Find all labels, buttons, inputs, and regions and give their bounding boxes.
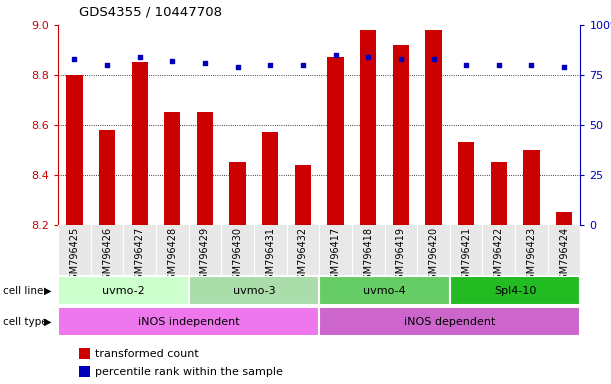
Point — [559, 64, 569, 70]
Point — [200, 60, 210, 66]
Point — [331, 52, 340, 58]
Bar — [66, 75, 82, 225]
Point — [461, 62, 471, 68]
Bar — [320, 276, 450, 305]
Point — [396, 56, 406, 62]
Bar — [556, 212, 573, 225]
Text: GDS4355 / 10447708: GDS4355 / 10447708 — [79, 6, 222, 19]
Text: cell type: cell type — [3, 317, 48, 327]
Bar — [327, 58, 344, 225]
Text: GSM796429: GSM796429 — [200, 227, 210, 286]
Bar — [197, 112, 213, 225]
Point — [233, 64, 243, 70]
Text: cell line: cell line — [3, 286, 43, 296]
Text: Spl4-10: Spl4-10 — [494, 286, 536, 296]
Text: iNOS independent: iNOS independent — [138, 316, 240, 327]
Bar — [491, 162, 507, 225]
Text: GSM796419: GSM796419 — [396, 227, 406, 286]
Bar — [523, 150, 540, 225]
Text: uvmo-3: uvmo-3 — [233, 286, 276, 296]
Bar — [99, 130, 115, 225]
Text: ▶: ▶ — [44, 317, 51, 327]
Point — [135, 54, 145, 60]
Bar — [131, 62, 148, 225]
Text: percentile rank within the sample: percentile rank within the sample — [95, 367, 282, 377]
Text: GSM796420: GSM796420 — [428, 227, 439, 286]
Text: GSM796426: GSM796426 — [102, 227, 112, 286]
Bar — [295, 165, 311, 225]
Bar — [458, 142, 474, 225]
Point — [494, 62, 503, 68]
Text: iNOS dependent: iNOS dependent — [404, 316, 496, 327]
Text: GSM796424: GSM796424 — [559, 227, 569, 286]
Bar — [320, 307, 580, 336]
Bar — [58, 276, 189, 305]
Point — [70, 56, 79, 62]
Bar — [164, 112, 180, 225]
Text: GSM796417: GSM796417 — [331, 227, 340, 286]
Text: GSM796432: GSM796432 — [298, 227, 308, 286]
Text: GSM796423: GSM796423 — [527, 227, 536, 286]
Bar — [58, 307, 320, 336]
Text: GSM796422: GSM796422 — [494, 227, 504, 286]
Point — [265, 62, 275, 68]
Text: GSM796425: GSM796425 — [70, 227, 79, 286]
Text: ▶: ▶ — [44, 286, 51, 296]
Bar — [360, 30, 376, 225]
Bar — [189, 276, 320, 305]
Point — [102, 62, 112, 68]
Bar — [393, 45, 409, 225]
Text: GSM796431: GSM796431 — [265, 227, 276, 286]
Text: uvmo-4: uvmo-4 — [363, 286, 406, 296]
Text: GSM796428: GSM796428 — [167, 227, 177, 286]
Point — [298, 62, 308, 68]
Text: GSM796418: GSM796418 — [363, 227, 373, 286]
Text: GSM796427: GSM796427 — [134, 227, 145, 286]
Point — [429, 56, 439, 62]
Bar — [262, 132, 279, 225]
Point — [527, 62, 536, 68]
Bar — [450, 276, 580, 305]
Bar — [425, 30, 442, 225]
Text: uvmo-2: uvmo-2 — [102, 286, 145, 296]
Text: transformed count: transformed count — [95, 349, 199, 359]
Point — [364, 54, 373, 60]
Bar — [230, 162, 246, 225]
Text: GSM796421: GSM796421 — [461, 227, 471, 286]
Point — [167, 58, 177, 64]
Text: GSM796430: GSM796430 — [233, 227, 243, 286]
